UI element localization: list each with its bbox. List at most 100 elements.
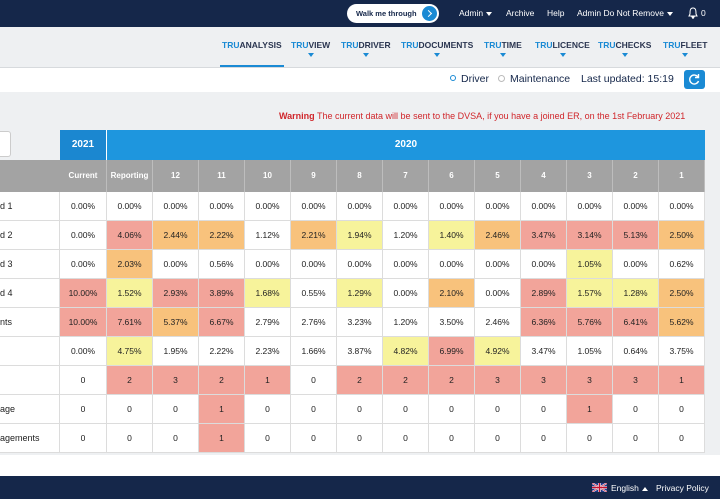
data-cell: 2 (107, 366, 153, 395)
data-cell: 0.00% (613, 192, 659, 221)
year-header: 2021 (60, 130, 107, 160)
tab-brand: TRU (222, 40, 240, 50)
column-header: 3 (567, 160, 613, 192)
data-cell: 5.37% (153, 308, 199, 337)
data-cell: 4.06% (107, 221, 153, 250)
data-cell: 2.50% (659, 221, 705, 250)
data-cell: 6.41% (613, 308, 659, 337)
column-header: 10 (245, 160, 291, 192)
radio-unselected[interactable] (498, 75, 505, 82)
nav-tab[interactable]: TRUVIEW (291, 40, 330, 50)
data-cell: 0 (107, 395, 153, 424)
nav-tab[interactable]: TRUFLEET (663, 40, 707, 50)
data-cell: 0.55% (291, 279, 337, 308)
row-label: nts (0, 308, 60, 337)
nav-tab[interactable]: TRUANALYSIS (222, 40, 282, 50)
spacer (0, 455, 720, 476)
column-header: 8 (337, 160, 383, 192)
notification-count: 0 (701, 8, 706, 18)
maintenance-option[interactable]: Maintenance (510, 73, 571, 85)
dropdown-caret (500, 53, 506, 57)
data-cell: 0.00% (291, 192, 337, 221)
data-cell: 1 (245, 366, 291, 395)
filter-bar (0, 68, 720, 92)
data-cell: 0 (613, 424, 659, 453)
data-cell: 2.46% (475, 308, 521, 337)
nav-tab[interactable]: TRUTIME (484, 40, 522, 50)
data-cell: 2.44% (153, 221, 199, 250)
account-menu[interactable]: Admin Do Not Remove (577, 8, 673, 18)
nav-tab[interactable]: TRULICENCE (535, 40, 590, 50)
data-cell: 3.14% (567, 221, 613, 250)
data-cell: 1.29% (337, 279, 383, 308)
data-cell: 0 (429, 424, 475, 453)
data-cell: 3 (567, 366, 613, 395)
language-label: English (611, 483, 639, 493)
data-cell: 0 (60, 424, 107, 453)
data-cell: 0 (337, 395, 383, 424)
tab-brand: TRU (535, 40, 553, 50)
data-cell: 1.68% (245, 279, 291, 308)
language-selector[interactable]: English (611, 483, 648, 493)
data-cell: 1.52% (107, 279, 153, 308)
data-cell: 0.00% (429, 192, 475, 221)
warning-text: The current data will be sent to the DVS… (317, 111, 686, 121)
nav-tab[interactable]: TRUDOCUMENTS (401, 40, 473, 50)
data-cell: 2.03% (107, 250, 153, 279)
row-label (0, 366, 60, 395)
data-cell: 0 (60, 395, 107, 424)
uk-flag (592, 483, 607, 492)
data-cell: 0 (521, 424, 567, 453)
help-link[interactable]: Help (547, 8, 565, 18)
data-cell: 3 (613, 366, 659, 395)
data-cell: 1.28% (613, 279, 659, 308)
row-label: d 4 (0, 279, 60, 308)
link-label: Admin (459, 8, 484, 18)
radio-selected[interactable] (450, 75, 456, 81)
data-cell: 2 (337, 366, 383, 395)
dropdown-caret (363, 53, 369, 57)
data-cell: 1.57% (567, 279, 613, 308)
driver-option[interactable]: Driver (461, 73, 489, 85)
data-cell: 0 (475, 395, 521, 424)
tab-brand: TRU (663, 40, 681, 50)
data-cell: 0.00% (337, 192, 383, 221)
row-label: d 3 (0, 250, 60, 279)
data-cell: 1.66% (291, 337, 337, 366)
arrow-icon (422, 6, 437, 21)
walk-me-through-button[interactable]: Walk me through (347, 4, 439, 23)
data-cell: 7.61% (107, 308, 153, 337)
data-cell: 0.00% (245, 250, 291, 279)
data-cell: 0.00% (153, 192, 199, 221)
data-cell: 3.47% (521, 221, 567, 250)
privacy-link[interactable]: Privacy Policy (656, 483, 709, 493)
data-cell: 0 (291, 424, 337, 453)
data-cell: 5.76% (567, 308, 613, 337)
data-cell: 0 (291, 395, 337, 424)
data-cell: 0.64% (613, 337, 659, 366)
data-cell: 1.40% (429, 221, 475, 250)
bell-icon[interactable] (688, 7, 698, 19)
tab-brand: TRU (291, 40, 309, 50)
data-cell: 2.22% (199, 221, 245, 250)
data-cell: 3 (153, 366, 199, 395)
data-cell: 6.99% (429, 337, 475, 366)
data-cell: 0 (429, 395, 475, 424)
search-input[interactable] (0, 131, 11, 157)
link-label: Admin Do Not Remove (577, 8, 664, 18)
data-cell: 0.00% (245, 192, 291, 221)
column-header: 12 (153, 160, 199, 192)
nav-tab[interactable]: TRUCHECKS (598, 40, 651, 50)
column-header: 5 (475, 160, 521, 192)
admin-menu[interactable]: Admin (459, 8, 493, 18)
data-cell: 0 (383, 424, 429, 453)
data-cell: 2.22% (199, 337, 245, 366)
refresh-button[interactable] (684, 70, 705, 89)
data-cell: 0.00% (475, 279, 521, 308)
archive-link[interactable]: Archive (506, 8, 535, 18)
data-cell: 0.00% (659, 192, 705, 221)
data-cell: 1.12% (245, 221, 291, 250)
nav-tab[interactable]: TRUDRIVER (341, 40, 391, 50)
data-cell: 4.75% (107, 337, 153, 366)
